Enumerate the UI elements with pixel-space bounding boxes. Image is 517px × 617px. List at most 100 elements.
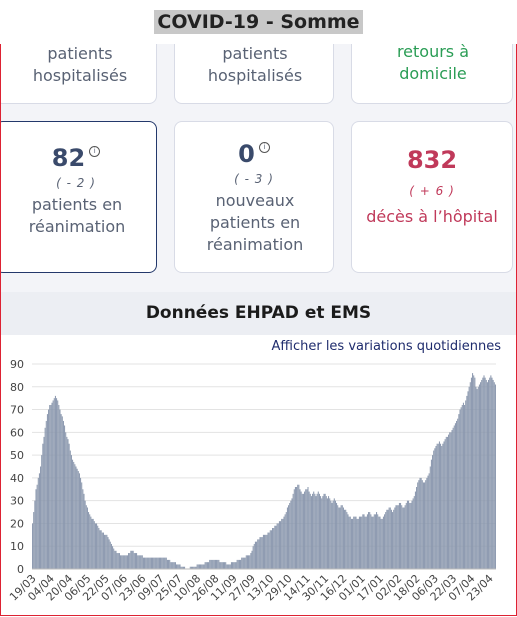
bar bbox=[180, 566, 182, 569]
bar bbox=[370, 514, 372, 569]
bar bbox=[322, 496, 324, 569]
bar bbox=[324, 493, 326, 569]
bar bbox=[310, 496, 312, 569]
bar bbox=[110, 543, 112, 569]
bar bbox=[157, 557, 159, 569]
bar bbox=[58, 405, 60, 569]
bar bbox=[132, 550, 134, 569]
bar bbox=[444, 439, 446, 569]
bar bbox=[238, 559, 240, 569]
bar bbox=[409, 502, 411, 569]
bar bbox=[59, 409, 61, 569]
bar bbox=[267, 532, 269, 569]
bar bbox=[173, 562, 175, 569]
bar bbox=[353, 516, 355, 569]
bar bbox=[122, 555, 124, 569]
card[interactable]: 832 ( + 6 ) décès à l’hôpital bbox=[351, 121, 513, 273]
bar bbox=[478, 384, 480, 569]
bar bbox=[396, 505, 398, 569]
bar bbox=[336, 502, 338, 569]
card-label: patients hospitalisés bbox=[32, 44, 128, 85]
bar bbox=[492, 379, 494, 569]
bar bbox=[382, 516, 384, 569]
bar bbox=[406, 500, 408, 569]
bar bbox=[53, 398, 55, 569]
header: COVID-19 - Somme bbox=[0, 0, 517, 44]
bar bbox=[304, 491, 306, 569]
bar bbox=[176, 564, 178, 569]
bar bbox=[458, 414, 460, 569]
bar bbox=[230, 562, 232, 569]
bar bbox=[278, 521, 280, 569]
bar bbox=[177, 564, 179, 569]
bar bbox=[450, 432, 452, 569]
bar bbox=[440, 443, 442, 569]
bar bbox=[416, 487, 418, 569]
bar bbox=[269, 530, 271, 569]
bar bbox=[130, 550, 132, 569]
bar bbox=[366, 514, 368, 569]
bar bbox=[100, 530, 102, 569]
bar bbox=[96, 523, 98, 569]
bar bbox=[476, 389, 478, 569]
bar bbox=[307, 487, 309, 569]
card-change: ( - 3 ) bbox=[234, 172, 274, 186]
bar bbox=[438, 441, 440, 569]
bar bbox=[52, 400, 54, 569]
bar bbox=[266, 534, 268, 569]
info-icon[interactable]: i bbox=[89, 146, 101, 157]
bar bbox=[332, 500, 334, 569]
bar bbox=[218, 559, 220, 569]
bar bbox=[75, 466, 77, 569]
bar bbox=[272, 528, 274, 569]
bar bbox=[313, 491, 315, 569]
info-icon[interactable]: i bbox=[258, 142, 270, 153]
bar bbox=[37, 477, 39, 569]
bar bbox=[338, 507, 340, 569]
bar bbox=[316, 493, 318, 569]
bar bbox=[442, 443, 444, 569]
bar bbox=[126, 555, 128, 569]
bar bbox=[166, 559, 168, 569]
bar bbox=[40, 466, 42, 569]
bar bbox=[164, 557, 166, 569]
bar bbox=[205, 562, 207, 569]
bar bbox=[155, 557, 157, 569]
section-title: Données EHPAD et EMS bbox=[1, 292, 516, 335]
bar bbox=[378, 516, 380, 569]
bar bbox=[312, 493, 314, 569]
bar bbox=[361, 516, 363, 569]
y-tick-label: 40 bbox=[10, 472, 24, 485]
bar bbox=[405, 502, 407, 569]
bar bbox=[117, 553, 119, 569]
bar bbox=[105, 534, 107, 569]
bar bbox=[46, 414, 48, 569]
bar bbox=[456, 420, 458, 569]
bar bbox=[362, 514, 364, 569]
bar bbox=[282, 518, 284, 569]
page-title: COVID-19 - Somme bbox=[154, 10, 363, 34]
bar bbox=[474, 377, 476, 569]
bar bbox=[89, 514, 91, 569]
bar bbox=[308, 491, 310, 569]
bar bbox=[144, 557, 146, 569]
bar bbox=[315, 496, 317, 569]
bar bbox=[64, 425, 66, 569]
bar bbox=[294, 487, 296, 569]
bar bbox=[108, 539, 110, 569]
bar bbox=[493, 382, 495, 569]
y-tick-label: 90 bbox=[10, 358, 24, 371]
y-tick-label: 20 bbox=[10, 517, 24, 530]
bar bbox=[402, 507, 404, 569]
card[interactable]: 82 i ( - 2 ) patients en réanimation bbox=[0, 121, 157, 273]
bar bbox=[368, 512, 370, 569]
bar bbox=[153, 557, 155, 569]
bar bbox=[436, 443, 438, 569]
bar bbox=[434, 448, 436, 569]
bar bbox=[404, 505, 406, 569]
toggle-link[interactable]: Afficher les variations quotidiennes bbox=[271, 339, 502, 354]
bar bbox=[413, 496, 415, 569]
bar bbox=[371, 516, 373, 569]
bar bbox=[196, 564, 198, 569]
